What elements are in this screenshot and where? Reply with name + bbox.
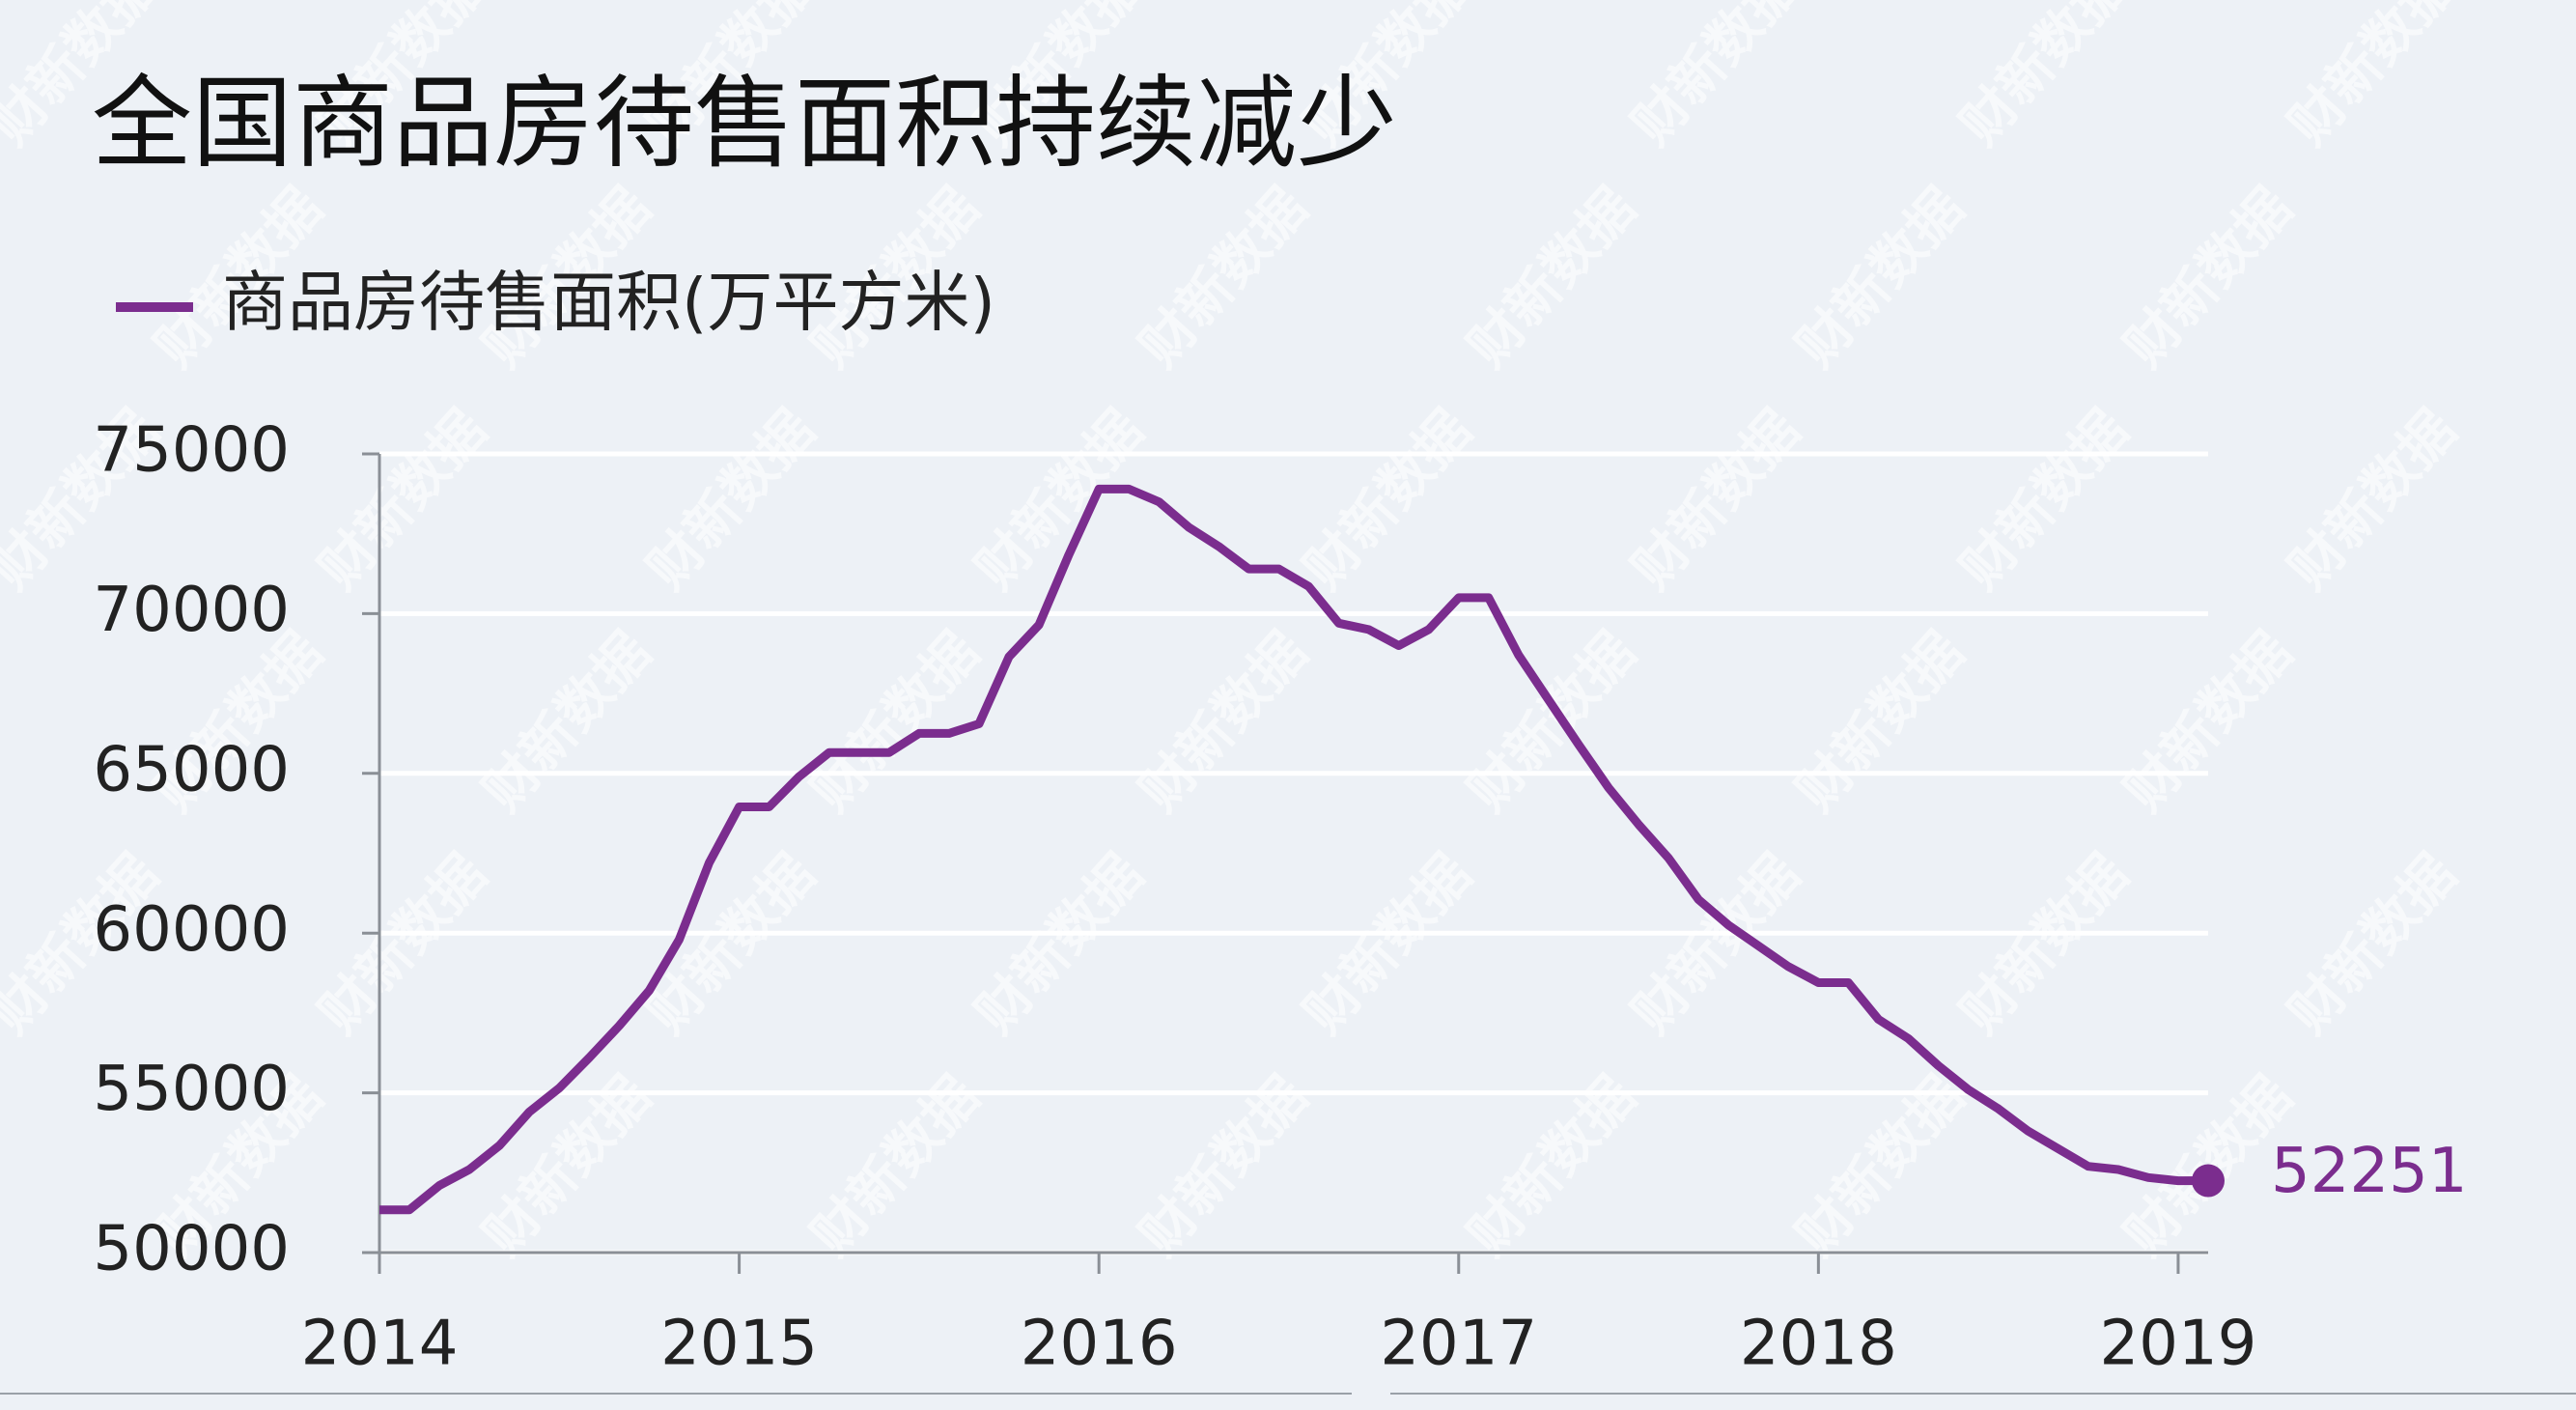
legend-label: 商品房待售面积(万平方米) xyxy=(222,266,995,342)
y-tick-label: 75000 xyxy=(93,415,290,487)
data-line xyxy=(379,484,2209,1215)
end-point xyxy=(2192,1164,2225,1198)
x-tick-label: 2014 xyxy=(301,1309,459,1380)
y-tick-label: 50000 xyxy=(93,1214,290,1285)
x-tick-label: 2015 xyxy=(660,1309,818,1380)
y-tick-label: 70000 xyxy=(93,575,290,646)
x-tick-label: 2017 xyxy=(1380,1309,1537,1380)
value-label: 52251 xyxy=(2271,1136,2468,1207)
x-tick-label: 2019 xyxy=(2100,1309,2257,1380)
y-tick-label: 65000 xyxy=(93,734,290,805)
y-tick-label: 60000 xyxy=(93,894,290,966)
x-tick-label: 2016 xyxy=(1021,1309,1178,1380)
chart-title: 全国商品房待售面积持续减少 xyxy=(92,64,1397,182)
y-tick-label: 55000 xyxy=(93,1054,290,1125)
x-tick-label: 2018 xyxy=(1740,1309,1897,1380)
